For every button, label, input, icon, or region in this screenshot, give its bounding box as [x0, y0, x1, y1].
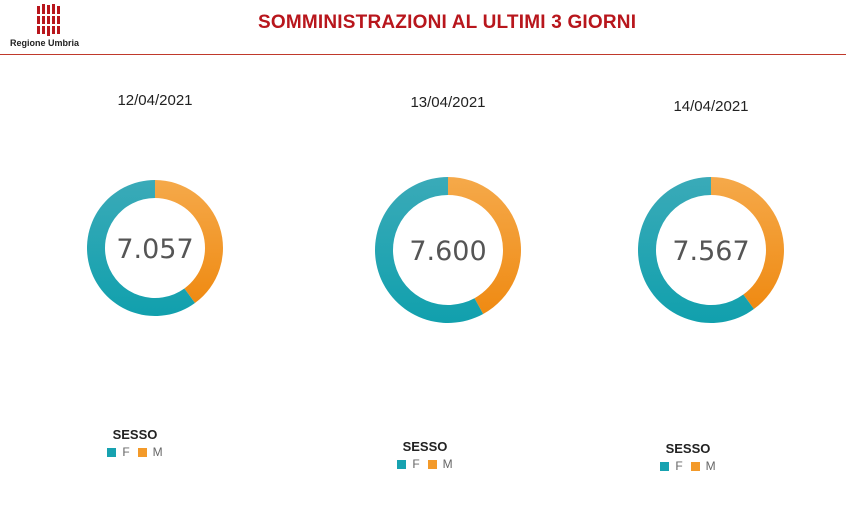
- header: Regione Umbria SOMMINISTRAZIONI AL ULTIM…: [0, 0, 846, 56]
- donut-slice-f: [374, 177, 484, 323]
- donut-slice-m: [155, 180, 223, 304]
- legend-swatch: [137, 448, 147, 457]
- legend-swatch: [690, 462, 700, 471]
- legend-item-f[interactable]: F: [660, 459, 683, 473]
- chart-legend: SESSO F M: [75, 427, 195, 459]
- legend-item-f[interactable]: F: [107, 445, 130, 459]
- legend-title: SESSO: [402, 439, 448, 454]
- legend-label: F: [412, 457, 420, 471]
- legend-item-m[interactable]: M: [427, 457, 453, 471]
- legend-item-f[interactable]: F: [397, 457, 420, 471]
- chart-legend: SESSO F M: [628, 441, 748, 473]
- regione-umbria-logo: Regione Umbria: [10, 4, 90, 52]
- donut-total-label: 7.057: [116, 234, 193, 265]
- logo-mark-icon: [36, 4, 60, 36]
- donut-slice-m: [711, 177, 784, 310]
- legend-label: F: [675, 459, 683, 473]
- legend-swatch: [427, 460, 437, 469]
- legend-title: SESSO: [112, 427, 158, 442]
- legend-label: M: [705, 459, 716, 473]
- legend-label: M: [442, 457, 453, 471]
- chart-date-label: 13/04/2021: [410, 94, 486, 111]
- legend-item-m[interactable]: M: [137, 445, 163, 459]
- donut-slice-m: [448, 177, 521, 314]
- header-divider: [0, 54, 846, 55]
- donut-total-label: 7.600: [409, 236, 486, 267]
- donut-slice-f: [638, 177, 754, 323]
- donut-chart: 7.057: [86, 180, 223, 316]
- donut-slice-f: [86, 180, 195, 316]
- chart-legend: SESSO F M: [365, 439, 485, 471]
- legend-label: M: [152, 445, 163, 459]
- legend-swatch: [397, 460, 407, 469]
- chart-date-label: 14/04/2021: [673, 98, 749, 115]
- donut-total-label: 7.567: [672, 236, 749, 267]
- legend-title: SESSO: [665, 441, 711, 456]
- donut-chart: 7.567: [638, 177, 784, 323]
- legend-swatch: [660, 462, 670, 471]
- chart-date-label: 12/04/2021: [117, 92, 193, 109]
- legend-item-m[interactable]: M: [690, 459, 716, 473]
- page-title: SOMMINISTRAZIONI AL ULTIMI 3 GIORNI: [258, 12, 637, 33]
- legend-label: F: [122, 445, 130, 459]
- donut-chart: 7.600: [374, 177, 521, 323]
- legend-swatch: [107, 448, 117, 457]
- logo-text: Regione Umbria: [10, 38, 80, 48]
